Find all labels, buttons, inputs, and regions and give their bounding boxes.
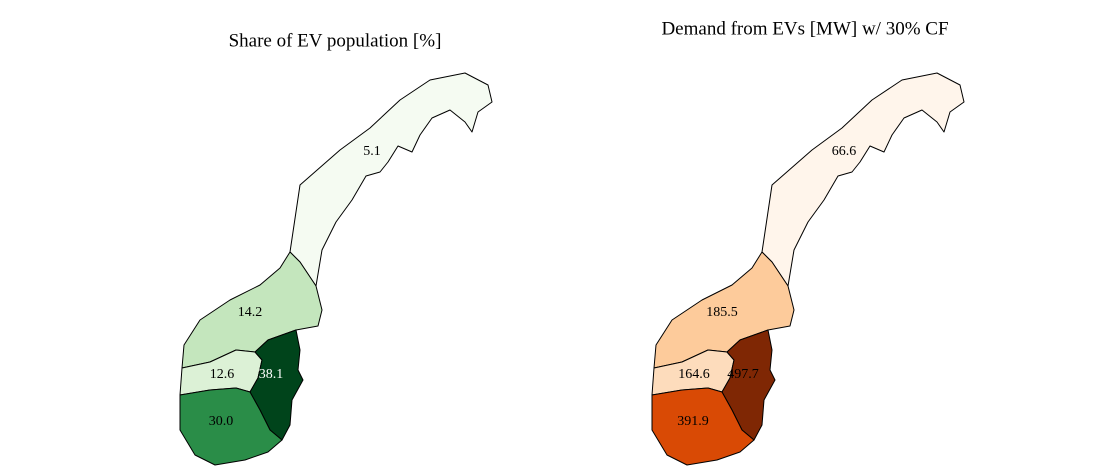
region-label: 391.9 bbox=[677, 414, 709, 429]
map: 5.1 14.2 12.6 38.1 30.0 bbox=[179, 72, 493, 466]
region bbox=[179, 387, 283, 466]
region-label: 38.1 bbox=[259, 367, 284, 382]
region-label: 164.6 bbox=[678, 367, 710, 382]
map-title: Share of EV population [%] bbox=[229, 30, 442, 51]
region-label: 185.5 bbox=[706, 305, 738, 320]
region bbox=[651, 387, 755, 466]
map: 66.6 185.5 164.6 497.7 391.9 bbox=[651, 72, 965, 466]
region bbox=[721, 329, 776, 441]
region bbox=[249, 329, 304, 441]
region-label: 5.1 bbox=[363, 144, 381, 159]
region-label: 66.6 bbox=[832, 144, 857, 159]
map-title: Demand from EVs [MW] w/ 30% CF bbox=[661, 18, 948, 39]
region-label: 30.0 bbox=[209, 414, 234, 429]
region-label: 14.2 bbox=[238, 305, 263, 320]
region-label: 497.7 bbox=[727, 367, 759, 382]
region bbox=[289, 72, 493, 287]
region bbox=[761, 72, 965, 287]
region-label: 12.6 bbox=[210, 367, 235, 382]
